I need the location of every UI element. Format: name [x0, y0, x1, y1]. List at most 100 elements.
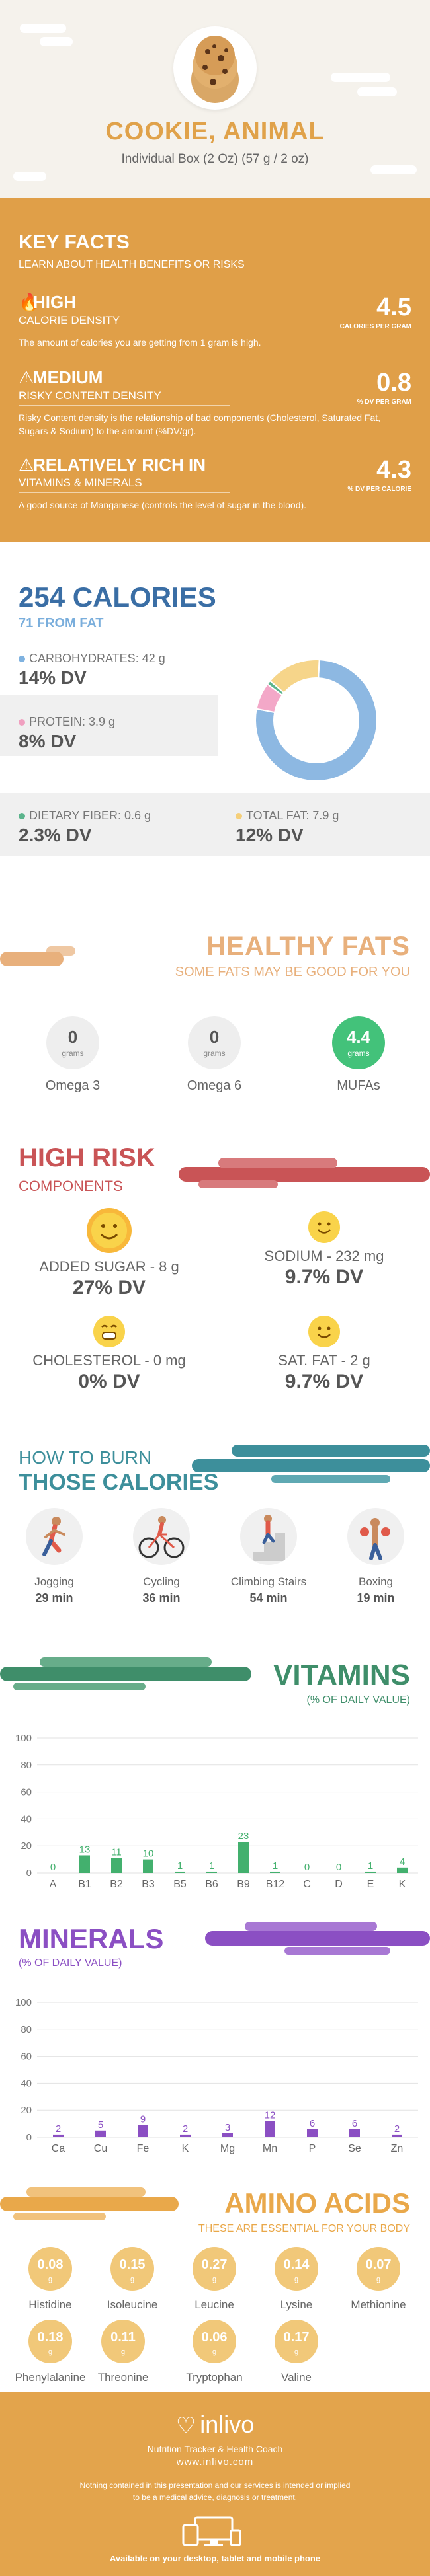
fat-name: MUFAs — [337, 1079, 380, 1093]
amino-tryptophan: 0.06 g Tryptophan — [173, 2320, 255, 2384]
mineral-category-label: Zn — [391, 2143, 404, 2154]
nutrient-label: CARBOHYDRATES: 42 g — [29, 652, 165, 665]
key-fact-category: CALORIE DENSITY — [19, 314, 230, 330]
vitamin-value-label: 1 — [209, 1860, 214, 1872]
amino-unit: g — [212, 2348, 217, 2356]
vitamin-value-label: 11 — [111, 1847, 122, 1858]
cloud-decoration — [20, 24, 66, 33]
key-fact-category: VITAMINS & MINERALS — [19, 476, 230, 493]
vitamins-subtitle: (% OF DAILY VALUE) — [306, 1694, 410, 1706]
website-link[interactable]: www.inlivo.com — [176, 2456, 254, 2468]
risk-dv: 0% DV — [78, 1371, 140, 1392]
minerals-subtitle: (% OF DAILY VALUE) — [19, 1957, 122, 1969]
vitamin-value-label: 0 — [336, 1862, 341, 1873]
amino-name: Lysine — [280, 2298, 313, 2311]
risk-dv: 27% DV — [72, 1277, 146, 1299]
amino-name: Histidine — [28, 2298, 72, 2311]
mineral-value-label: 3 — [225, 2122, 230, 2133]
smiley-face-icon — [308, 1315, 341, 1348]
amino-name: Leucine — [194, 2298, 234, 2311]
devices-icon — [0, 2515, 430, 2551]
amino-histidine: 0.08 g Histidine — [9, 2247, 91, 2312]
mineral-bar — [392, 2134, 402, 2137]
mineral-ytick-label: 80 — [21, 2024, 32, 2035]
footer: ♡ inlivo Nutrition Tracker & Health Coach… — [0, 2392, 430, 2576]
vitamin-value-label: 13 — [79, 1844, 91, 1855]
flame-icon: 🔥 — [19, 292, 40, 312]
calories-title: 254 CALORIES — [19, 582, 216, 613]
mineral-value-label: 6 — [352, 2118, 357, 2129]
key-fact-risky-content: ⚠MEDIUM RISKY CONTENT DENSITY Risky Cont… — [19, 367, 411, 438]
activity-climbing-stairs: Climbing Stairs 54 min — [222, 1508, 315, 1605]
cloud-decoration — [40, 37, 73, 46]
brand-tagline: Nutrition Tracker & Health Coach — [147, 2444, 283, 2454]
key-fact-description: A good source of Manganese (controls the… — [19, 500, 307, 510]
amino-acids-subtitle: THESE ARE ESSENTIAL FOR YOUR BODY — [198, 2223, 410, 2234]
mineral-category-label: Fe — [137, 2143, 150, 2154]
activity-time: 54 min — [249, 1591, 288, 1605]
risk-label: SAT. FAT - 2 g — [278, 1352, 370, 1369]
risk-sat-fat: SAT. FAT - 2 g 9.7% DV — [225, 1315, 423, 1393]
nutrient-fiber: DIETARY FIBER: 0.6 g 2.3% DV — [19, 809, 151, 846]
vitamin-bar — [111, 1858, 122, 1873]
mineral-category-label: Ca — [52, 2143, 65, 2154]
mineral-value-label: 2 — [183, 2123, 188, 2135]
vitamin-category-label: B5 — [173, 1879, 187, 1890]
mineral-category-label: Mg — [220, 2143, 235, 2154]
mineral-bar — [180, 2134, 191, 2137]
amino-name: Phenylalanine — [15, 2371, 86, 2384]
vitamin-value-label: 1 — [177, 1860, 183, 1872]
amino-name: Isoleucine — [107, 2298, 158, 2311]
amino-leucine: 0.27 g Leucine — [173, 2247, 255, 2312]
key-fact-calorie-density: 🔥HIGH CALORIE DENSITY The amount of calo… — [19, 292, 411, 349]
high-risk-section: HIGH RISK COMPONENTS ADDED SUGAR - 8 g 2… — [0, 1123, 430, 1427]
minerals-bar-chart: 0 20 40 60 80 100 2 Ca 5 Cu 9 Fe 2 K 3 Mg 12 Mn 6 P 6 Se 2 Zn — [15, 1997, 418, 2154]
key-fact-level: MEDIUM — [33, 367, 103, 387]
mineral-category-label: Mn — [263, 2143, 277, 2154]
nutrient-label: DIETARY FIBER: 0.6 g — [29, 809, 151, 822]
vitamin-category-label: E — [367, 1879, 374, 1890]
burn-calories-section: HOW TO BURN THOSE CALORIES Jogging 29 mi… — [0, 1427, 430, 1639]
activity-time: 19 min — [357, 1591, 395, 1605]
smiley-face-icon — [85, 1207, 133, 1254]
brand-logo[interactable]: ♡ inlivo — [0, 2411, 430, 2439]
nutrient-dv: 2.3% DV — [19, 825, 92, 845]
heart-pulse-icon: ♡ — [175, 2413, 196, 2439]
vitamin-value-label: 4 — [400, 1856, 405, 1868]
key-facts-section: KEY FACTS LEARN ABOUT HEALTH BENEFITS OR… — [0, 198, 430, 542]
key-fact-level: HIGH — [33, 292, 76, 312]
key-fact-vitamins-minerals: ⚠RELATIVELY RICH IN VITAMINS & MINERALS … — [19, 455, 411, 511]
amino-unit: g — [212, 2275, 217, 2283]
vitamin-value-label: 0 — [50, 1862, 56, 1873]
mineral-value-label: 12 — [265, 2110, 276, 2121]
key-facts-title: KEY FACTS — [19, 231, 130, 253]
vitamin-ytick-label: 40 — [21, 1813, 32, 1825]
vitamin-ytick-label: 20 — [21, 1840, 32, 1852]
amino-unit: g — [376, 2275, 381, 2283]
risk-label: ADDED SUGAR - 8 g — [39, 1258, 179, 1275]
risk-sodium: SODIUM - 232 mg 9.7% DV — [225, 1211, 423, 1289]
activity-boxing: Boxing 19 min — [329, 1508, 422, 1605]
mineral-value-label: 6 — [310, 2118, 315, 2129]
mineral-category-label: Se — [348, 2143, 361, 2154]
key-fact-unit: CALORIES PER GRAM — [339, 323, 411, 330]
mineral-bar — [138, 2125, 148, 2137]
nutrient-fat: TOTAL FAT: 7.9 g 12% DV — [236, 809, 339, 846]
stairs-icon — [240, 1508, 297, 1565]
vitamin-category-label: B2 — [110, 1879, 123, 1890]
vitamins-title: VITAMINS — [273, 1659, 410, 1691]
header: COOKIE, ANIMAL Individual Box (2 Oz) (57… — [0, 0, 430, 198]
amino-valine: 0.17 g Valine — [255, 2320, 337, 2384]
mineral-bar — [95, 2130, 106, 2137]
risk-dv: 9.7% DV — [284, 1266, 364, 1288]
risk-label: SODIUM - 232 mg — [264, 1248, 384, 1264]
mineral-bar — [222, 2133, 233, 2137]
stripe-decoration — [205, 1922, 430, 1955]
nutrient-carbohydrates: CARBOHYDRATES: 42 g 14% DV — [19, 652, 165, 689]
key-fact-description: Risky Content density is the relationshi… — [19, 412, 381, 437]
amino-name: Valine — [281, 2371, 312, 2384]
serving-size: Individual Box (2 Oz) (57 g / 2 oz) — [121, 152, 309, 166]
amino-value: 0.06 — [201, 2330, 228, 2345]
minerals-title: MINERALS — [19, 1923, 164, 1954]
cloud-decoration — [357, 87, 397, 96]
